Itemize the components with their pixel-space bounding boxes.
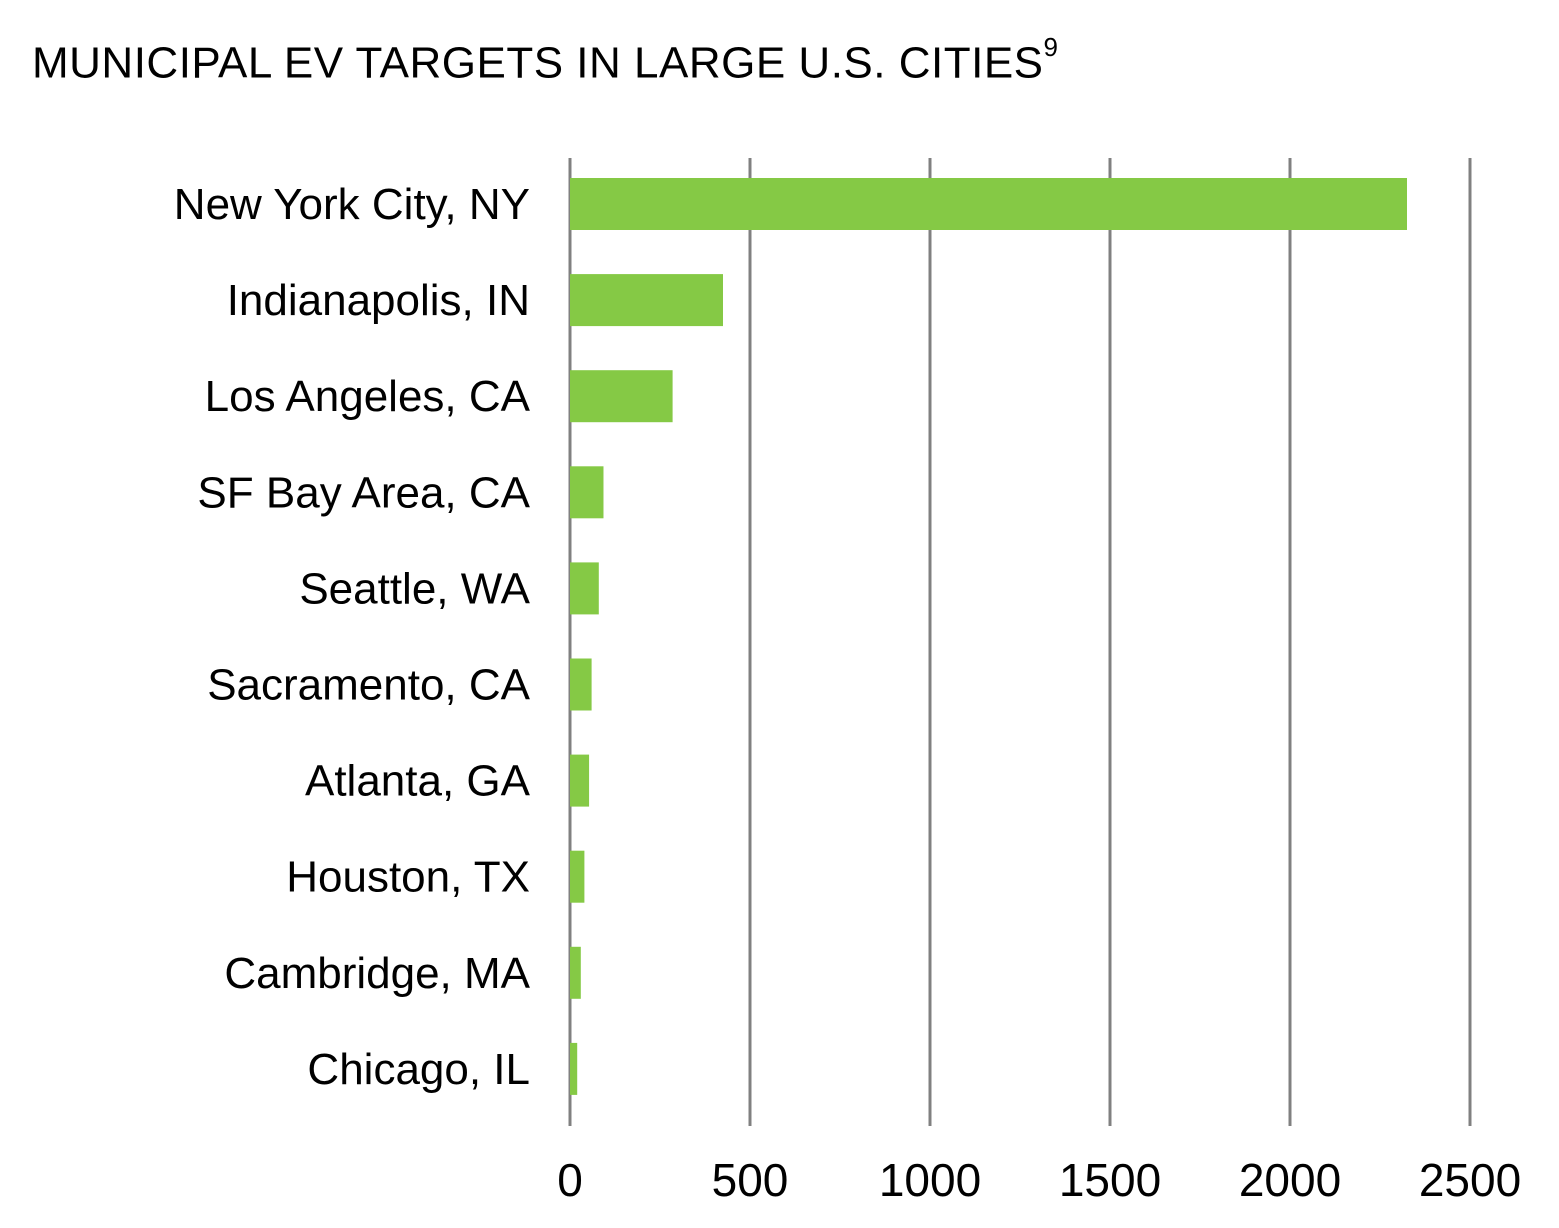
bar-atlanta-ga <box>570 754 590 807</box>
x-tick-label-0: 0 <box>557 1154 583 1206</box>
x-tick-label-2000: 2000 <box>1239 1154 1341 1206</box>
category-label-houston-tx: Houston, TX <box>286 853 530 902</box>
bar-seattle-wa <box>570 562 599 615</box>
category-label-seattle-wa: Seattle, WA <box>299 564 530 613</box>
x-tick-label-1000: 1000 <box>879 1154 981 1206</box>
category-label-atlanta-ga: Atlanta, GA <box>305 757 531 806</box>
category-label-chicago-il: Chicago, IL <box>307 1045 530 1094</box>
category-label-los-angeles-ca: Los Angeles, CA <box>205 372 531 421</box>
title-footnote: 9 <box>1043 32 1059 62</box>
x-tick-label-1500: 1500 <box>1059 1154 1161 1206</box>
tick-labels: 0 500 1000 1500 2000 2500 <box>557 1154 1521 1206</box>
category-labels: New York City, NY Indianapolis, IN Los Ang… <box>174 180 531 1094</box>
bar-sacramento-ca <box>570 658 592 711</box>
chart-title: MUNICIPAL EV TARGETS IN LARGE U.S. CITIE… <box>32 32 1058 89</box>
bars <box>570 178 1407 1095</box>
category-label-indianapolis-in: Indianapolis, IN <box>227 276 530 325</box>
bar-cambridge-ma <box>570 946 581 999</box>
category-label-new-york-city-ny: New York City, NY <box>174 180 530 229</box>
bar-los-angeles-ca <box>570 370 673 423</box>
category-label-sacramento-ca: Sacramento, CA <box>207 661 530 710</box>
bar-indianapolis-in <box>570 274 723 327</box>
x-tick-label-2500: 2500 <box>1419 1154 1521 1206</box>
chart-title-text: MUNICIPAL EV TARGETS IN LARGE U.S. CITIE… <box>32 38 1044 88</box>
category-label-cambridge-ma: Cambridge, MA <box>224 949 530 998</box>
x-tick-label-500: 500 <box>712 1154 789 1206</box>
category-label-sf-bay-area-ca: SF Bay Area, CA <box>197 468 530 517</box>
bar-new-york-city-ny <box>570 178 1407 230</box>
bar-houston-tx <box>570 850 585 903</box>
bar-sf-bay-area-ca <box>570 466 604 519</box>
bar-chicago-il <box>570 1042 578 1095</box>
